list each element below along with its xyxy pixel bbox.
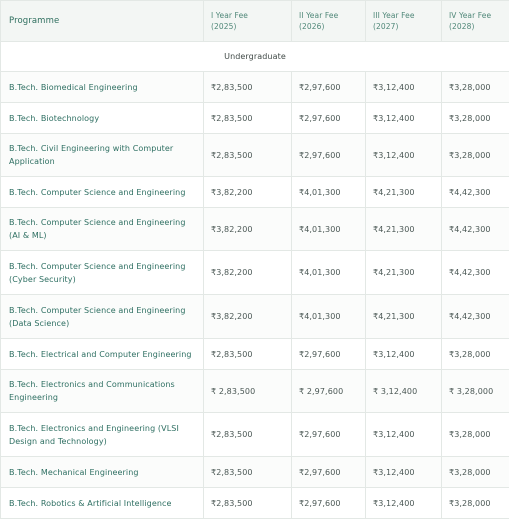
year1-fee: ₹3,82,200 <box>204 251 292 295</box>
programme-name: B.Tech. Electrical and Computer Engineer… <box>1 339 204 370</box>
year2-fee: ₹2,97,600 <box>292 134 366 177</box>
programme-name: B.Tech. Biotechnology <box>1 103 204 134</box>
year2-fee: ₹2,97,600 <box>292 72 366 103</box>
table-body: Undergraduate B.Tech. Biomedical Enginee… <box>1 42 509 519</box>
year2-fee: ₹2,97,600 <box>292 339 366 370</box>
year1-fee: ₹2,83,500 <box>204 457 292 488</box>
year3-fee: ₹4,21,300 <box>366 177 442 208</box>
header-year1: I Year Fee (2025) <box>204 1 292 42</box>
year4-fee: ₹4,42,300 <box>442 251 509 295</box>
table-row: B.Tech. Computer Science and Engineering… <box>1 295 509 339</box>
table-row: B.Tech. Computer Science and Engineering… <box>1 177 509 208</box>
year3-fee: ₹4,21,300 <box>366 251 442 295</box>
year3-fee: ₹3,12,400 <box>366 72 442 103</box>
year3-fee: ₹ 3,12,400 <box>366 370 442 413</box>
year3-fee: ₹4,21,300 <box>366 208 442 251</box>
header-row: Programme I Year Fee (2025) II Year Fee (2… <box>1 1 509 42</box>
year1-fee: ₹2,83,500 <box>204 413 292 457</box>
year2-fee: ₹ 2,97,600 <box>292 370 366 413</box>
programme-name: B.Tech. Electronics and Communications E… <box>1 370 204 413</box>
header-year2: II Year Fee (2026) <box>292 1 366 42</box>
year4-fee: ₹4,42,300 <box>442 208 509 251</box>
header-programme-label: Programme <box>9 16 59 26</box>
year2-fee: ₹2,97,600 <box>292 488 366 519</box>
table-row: B.Tech. Electronics and Communications E… <box>1 370 509 413</box>
year3-fee: ₹4,21,300 <box>366 295 442 339</box>
year3-fee: ₹3,12,400 <box>366 103 442 134</box>
table-header: Programme I Year Fee (2025) II Year Fee (2… <box>1 1 509 42</box>
programme-name: B.Tech. Computer Science and Engineering… <box>1 251 204 295</box>
header-year2-title: II Year Fee <box>299 11 338 20</box>
programme-name: B.Tech. Computer Science and Engineering… <box>1 208 204 251</box>
header-year2-year: (2026) <box>299 22 325 31</box>
year4-fee: ₹3,28,000 <box>442 103 509 134</box>
table-row: B.Tech. Electrical and Computer Engineer… <box>1 339 509 370</box>
table-row: B.Tech. Computer Science and Engineering… <box>1 251 509 295</box>
section-label: Undergraduate <box>1 42 509 72</box>
year1-fee: ₹2,83,500 <box>204 103 292 134</box>
year1-fee: ₹ 2,83,500 <box>204 370 292 413</box>
year4-fee: ₹3,28,000 <box>442 134 509 177</box>
year1-fee: ₹3,82,200 <box>204 177 292 208</box>
year4-fee: ₹3,28,000 <box>442 457 509 488</box>
year2-fee: ₹2,97,600 <box>292 413 366 457</box>
year1-fee: ₹3,82,200 <box>204 295 292 339</box>
year2-fee: ₹4,01,300 <box>292 295 366 339</box>
year3-fee: ₹3,12,400 <box>366 413 442 457</box>
year2-fee: ₹2,97,600 <box>292 457 366 488</box>
header-programme: Programme <box>1 1 204 42</box>
year4-fee: ₹4,42,300 <box>442 295 509 339</box>
header-year1-title: I Year Fee <box>211 11 248 20</box>
header-year3-title: III Year Fee <box>373 11 415 20</box>
year4-fee: ₹ 3,28,000 <box>442 370 509 413</box>
year4-fee: ₹3,28,000 <box>442 72 509 103</box>
header-year1-year: (2025) <box>211 22 237 31</box>
header-year4-title: IV Year Fee <box>449 11 491 20</box>
year1-fee: ₹2,83,500 <box>204 134 292 177</box>
table-row: B.Tech. Electronics and Engineering (VLS… <box>1 413 509 457</box>
year4-fee: ₹4,42,300 <box>442 177 509 208</box>
programme-name: B.Tech. Computer Science and Engineering <box>1 177 204 208</box>
year2-fee: ₹4,01,300 <box>292 177 366 208</box>
year1-fee: ₹2,83,500 <box>204 488 292 519</box>
year1-fee: ₹2,83,500 <box>204 339 292 370</box>
table-row: B.Tech. Biotechnology ₹2,83,500 ₹2,97,60… <box>1 103 509 134</box>
programme-name: B.Tech. Robotics & Artificial Intelligen… <box>1 488 204 519</box>
programme-name: B.Tech. Biomedical Engineering <box>1 72 204 103</box>
year3-fee: ₹3,12,400 <box>366 488 442 519</box>
year3-fee: ₹3,12,400 <box>366 339 442 370</box>
year1-fee: ₹3,82,200 <box>204 208 292 251</box>
table-row: B.Tech. Biomedical Engineering ₹2,83,500… <box>1 72 509 103</box>
year3-fee: ₹3,12,400 <box>366 134 442 177</box>
table-row: B.Tech. Mechanical Engineering ₹2,83,500… <box>1 457 509 488</box>
header-year4-year: (2028) <box>449 22 475 31</box>
year4-fee: ₹3,28,000 <box>442 413 509 457</box>
year2-fee: ₹4,01,300 <box>292 251 366 295</box>
programme-name: B.Tech. Computer Science and Engineering… <box>1 295 204 339</box>
section-row: Undergraduate <box>1 42 509 72</box>
programme-name: B.Tech. Civil Engineering with Computer … <box>1 134 204 177</box>
year4-fee: ₹3,28,000 <box>442 339 509 370</box>
table-row: B.Tech. Computer Science and Engineering… <box>1 208 509 251</box>
table-row: B.Tech. Robotics & Artificial Intelligen… <box>1 488 509 519</box>
year1-fee: ₹2,83,500 <box>204 72 292 103</box>
header-year4: IV Year Fee (2028) <box>442 1 509 42</box>
programme-name: B.Tech. Electronics and Engineering (VLS… <box>1 413 204 457</box>
year4-fee: ₹3,28,000 <box>442 488 509 519</box>
header-year3-year: (2027) <box>373 22 399 31</box>
header-year3: III Year Fee (2027) <box>366 1 442 42</box>
table-row: B.Tech. Civil Engineering with Computer … <box>1 134 509 177</box>
year3-fee: ₹3,12,400 <box>366 457 442 488</box>
programme-name: B.Tech. Mechanical Engineering <box>1 457 204 488</box>
year2-fee: ₹2,97,600 <box>292 103 366 134</box>
year2-fee: ₹4,01,300 <box>292 208 366 251</box>
